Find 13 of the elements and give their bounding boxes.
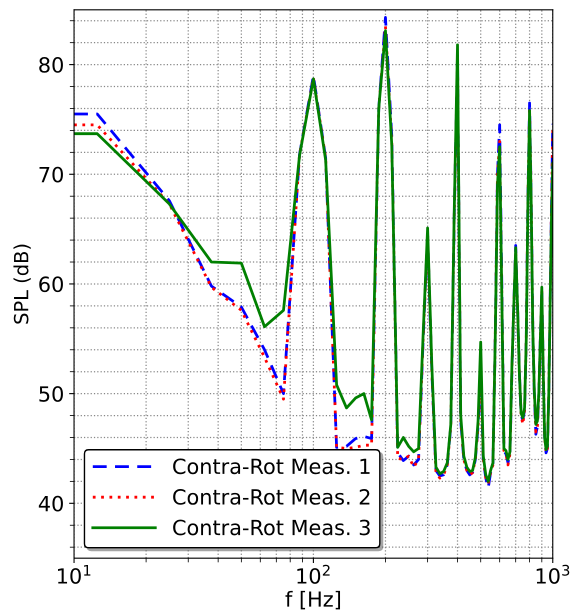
x-tick-label: 10$^{1}$ <box>58 564 90 584</box>
legend-label: Contra-Rot Meas. 3 <box>173 520 370 536</box>
x-tick-label: 10$^{3}$ <box>536 564 570 584</box>
y-tick-label: 70 <box>40 166 63 182</box>
x-tick-label: 10$^{2}$ <box>297 564 330 584</box>
y-tick-label: 60 <box>39 276 63 292</box>
legend-label: Contra-Rot Meas. 2 <box>173 489 370 505</box>
x-axis-title: f [Hz] <box>285 590 340 610</box>
y-tick-label: 50 <box>39 386 63 402</box>
y-axis-title: SPL (dB) <box>13 244 31 324</box>
y-tick-label: 80 <box>39 57 63 73</box>
legend-label: Contra-Rot Meas. 1 <box>173 458 370 474</box>
y-tick-label: 40 <box>38 496 63 512</box>
